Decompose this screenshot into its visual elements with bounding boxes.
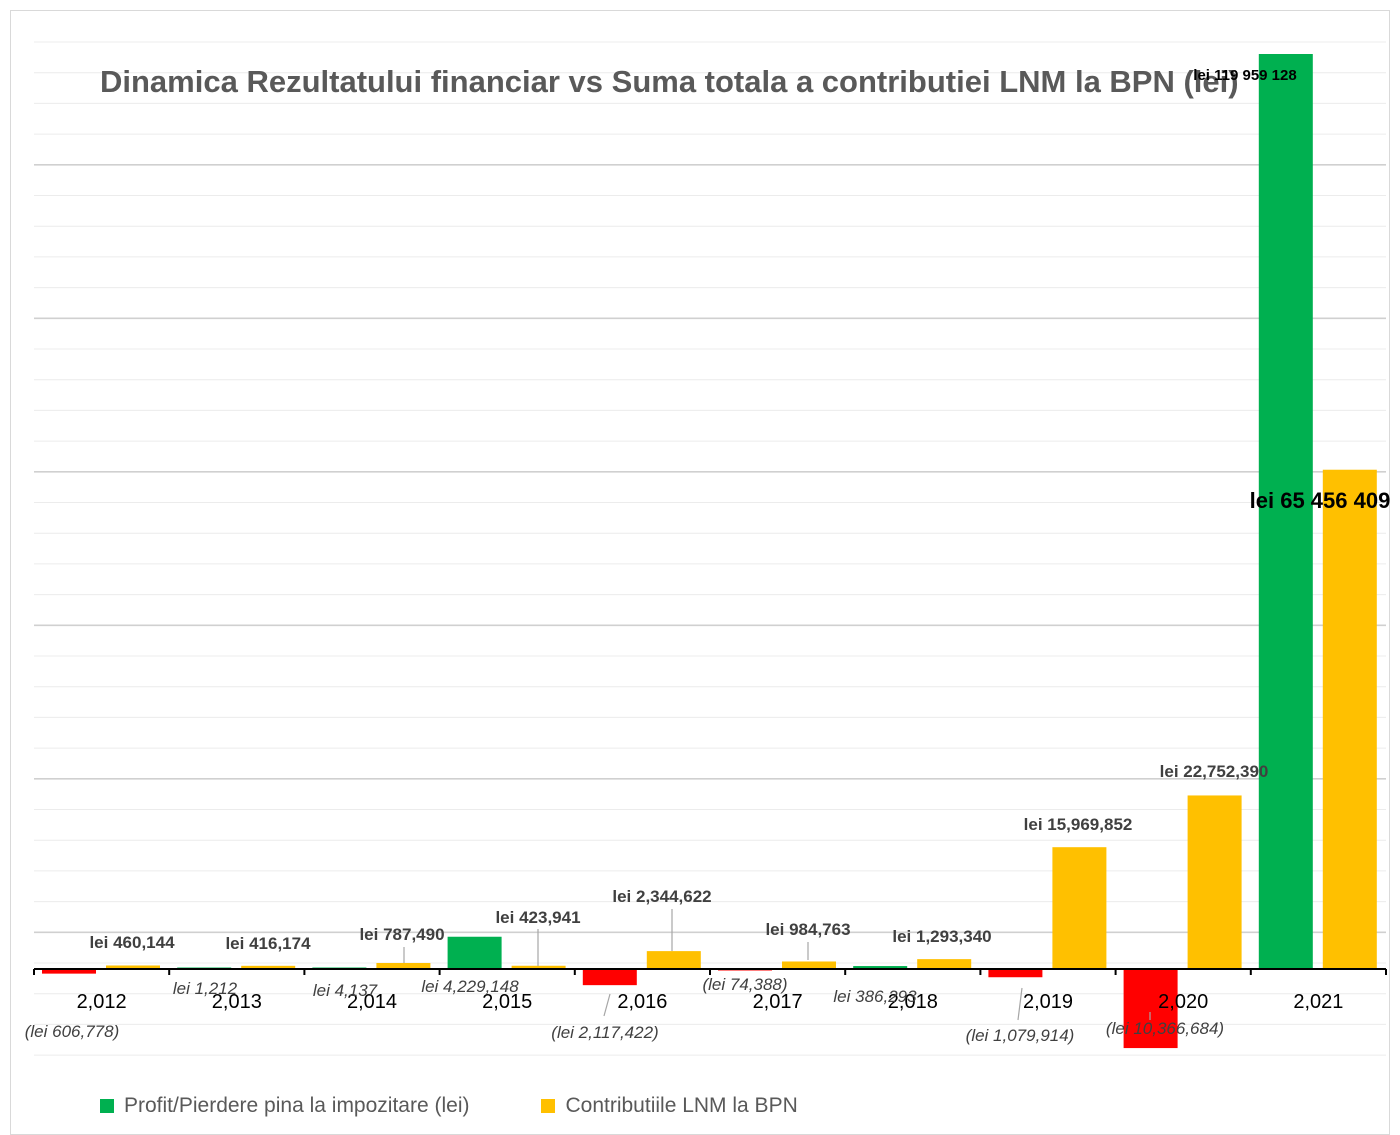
leader-line	[603, 993, 611, 1017]
bar-contributii-2014	[376, 962, 431, 969]
chart-title: Dinamica Rezultatului financiar vs Suma …	[100, 64, 1239, 99]
legend-swatch-contributii	[541, 1099, 556, 1113]
bar-contributii-2013	[241, 965, 296, 969]
x-tick-label: 2,018	[888, 991, 938, 1013]
data-label-profit: lei 119 959 128	[1193, 67, 1296, 84]
bars	[42, 54, 1377, 1049]
data-label-profit: (lei 1,079,914)	[966, 1026, 1075, 1045]
bar-contributii-2018	[917, 959, 972, 969]
leader-lines	[403, 909, 1151, 1021]
x-tick-label: 2,012	[77, 991, 127, 1013]
legend-item-contributii: Contributiile LNM la BPN	[541, 1094, 798, 1118]
data-label-profit: lei 4,229,148	[421, 977, 519, 996]
data-label-contributii: lei 65 456 409	[1250, 488, 1391, 513]
data-label-profit: (lei 2,117,422)	[551, 1023, 658, 1042]
bar-profit-2012	[42, 969, 96, 974]
bar-contributii-2012	[106, 965, 160, 969]
x-axis: 2,012 2,013 2,014 2,015 2,016 2,017 2,018 2,019…	[33, 968, 1387, 1013]
x-tick-label: 2,020	[1158, 991, 1208, 1013]
data-labels: (lei 606,778) lei 460,144 lei 1,212 lei 416…	[25, 67, 1391, 1045]
bar-profit-2015	[447, 936, 502, 969]
bar-contributii-2017	[782, 961, 836, 969]
x-tick-label: 2,015	[482, 991, 532, 1013]
legend-label-contributii: Contributiile LNM la BPN	[565, 1094, 798, 1117]
legend-swatch-profit	[100, 1099, 114, 1113]
data-label-contributii: lei 1,293,340	[892, 927, 991, 946]
data-label-contributii: lei 22,752,390	[1160, 762, 1269, 781]
bar-profit-2019	[988, 969, 1043, 978]
data-label-contributii: lei 2,344,622	[612, 887, 711, 906]
x-tick-label: 2,014	[347, 991, 397, 1013]
legend: Profit/Pierdere pina la impozitare (lei)…	[100, 1094, 798, 1118]
x-tick-label: 2,013	[212, 991, 262, 1013]
data-label-profit: lei 4,137	[313, 981, 378, 1000]
bar-contributii-2021	[1322, 469, 1377, 969]
data-label-contributii: lei 460,144	[89, 933, 175, 952]
data-label-profit: lei 1,212	[173, 979, 238, 998]
gridlines	[34, 41, 1386, 1056]
bar-profit-2021	[1258, 54, 1313, 969]
data-label-profit: (lei 74,388)	[702, 975, 787, 994]
data-label-contributii: lei 416,174	[225, 934, 311, 953]
data-label-contributii: lei 787,490	[359, 925, 444, 944]
x-tick-label: 2,021	[1293, 991, 1343, 1013]
data-label-profit: (lei 606,778)	[25, 1022, 120, 1041]
x-tick-label: 2,017	[753, 991, 803, 1013]
bar-contributii-2015	[511, 965, 566, 969]
data-label-contributii: lei 984,763	[765, 920, 850, 939]
bar-contributii-2019	[1052, 847, 1107, 969]
data-label-profit: lei 386,293	[833, 987, 917, 1006]
legend-item-profit: Profit/Pierdere pina la impozitare (lei)	[100, 1094, 469, 1118]
bar-profit-2016	[582, 969, 637, 986]
data-label-profit: (lei 10,366,684)	[1106, 1019, 1224, 1038]
data-label-contributii: lei 423,941	[495, 908, 580, 927]
leader-line	[1017, 987, 1023, 1021]
bar-contributii-2020	[1187, 795, 1242, 969]
bar-profit-2018	[853, 966, 908, 969]
x-tick-label: 2,016	[617, 991, 667, 1013]
x-tick-label: 2,019	[1023, 991, 1073, 1013]
legend-label-profit: Profit/Pierdere pina la impozitare (lei)	[124, 1094, 470, 1117]
bar-contributii-2016	[646, 951, 701, 969]
bar-profit-2020	[1123, 969, 1178, 1049]
data-label-contributii: lei 15,969,852	[1024, 815, 1133, 834]
